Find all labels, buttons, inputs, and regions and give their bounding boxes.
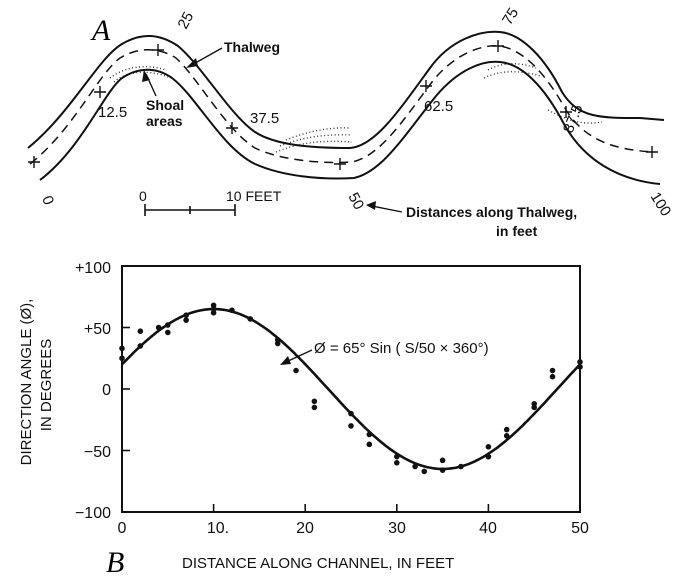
thalweg-label: Thalweg xyxy=(224,39,280,55)
legend-arrowhead xyxy=(366,201,376,210)
data-point xyxy=(119,345,125,352)
data-point xyxy=(366,441,373,448)
data-point xyxy=(421,468,428,475)
tick-62-5 xyxy=(420,80,432,92)
data-points xyxy=(119,302,583,475)
shoal-arrowhead xyxy=(142,70,150,82)
fit-curve xyxy=(121,307,581,471)
data-point xyxy=(577,364,583,370)
scale-bar-line xyxy=(144,204,236,216)
distance-label-12-5: 12.5 xyxy=(98,104,127,121)
x-tick-label: 50 xyxy=(571,520,589,537)
y-tick-label: −50 xyxy=(84,444,111,461)
data-point xyxy=(577,359,583,365)
y-tick-label: 0 xyxy=(102,382,111,399)
channel-bank-upper xyxy=(27,30,665,150)
y-tick-label: +50 xyxy=(84,321,111,338)
equation-label: Ø = 65° Sin ( S/50 × 360°) xyxy=(314,340,489,357)
legend-line2: in feet xyxy=(496,223,538,239)
equation-arrowhead xyxy=(280,356,291,365)
data-point xyxy=(439,457,446,464)
axis-ticks xyxy=(121,265,581,513)
scale-bar-start: 0 xyxy=(139,188,147,204)
panel-a-letter: A xyxy=(90,14,111,47)
x-tick-label: 30 xyxy=(388,520,406,537)
data-point xyxy=(394,453,400,460)
thalweg-arrowhead xyxy=(186,58,198,68)
panel-a: A 0 12.5 25 37.5 50 62.5 75 xyxy=(27,5,675,239)
data-point xyxy=(531,404,537,411)
panel-b-letter: B xyxy=(106,546,124,578)
legend-arrow xyxy=(371,205,403,213)
distance-label-87-5: 87.5 xyxy=(560,102,587,135)
legend-line1: Distances along Thalweg, xyxy=(406,204,577,220)
data-point xyxy=(311,404,318,411)
data-point xyxy=(485,444,492,450)
data-point xyxy=(458,463,464,470)
distance-label-0: 0 xyxy=(38,194,57,208)
data-point xyxy=(210,309,217,316)
data-point xyxy=(229,307,235,314)
data-point xyxy=(348,410,354,417)
data-point xyxy=(394,460,400,466)
tick-50 xyxy=(334,158,346,170)
y-tick-label: −100 xyxy=(75,505,111,522)
data-point xyxy=(549,373,556,380)
data-point xyxy=(311,398,318,405)
data-point xyxy=(137,328,144,334)
data-point xyxy=(247,316,254,322)
x-tick-label: 0 xyxy=(118,520,127,537)
tick-100 xyxy=(646,146,658,158)
data-point xyxy=(503,432,510,439)
data-point xyxy=(503,426,510,433)
tick-37-5 xyxy=(226,122,238,134)
distance-label-37-5: 37.5 xyxy=(250,110,279,127)
x-axis-label: DISTANCE ALONG CHANNEL, IN FEET xyxy=(182,555,454,572)
tick-25 xyxy=(152,44,164,56)
data-point xyxy=(274,340,281,347)
data-point xyxy=(165,329,171,336)
distance-label-50: 50 xyxy=(344,190,367,213)
tick-0 xyxy=(28,156,40,168)
shoal-area-3 xyxy=(483,63,541,79)
tick-75 xyxy=(492,40,504,52)
y-axis-label-line2: IN DEGREES xyxy=(38,339,55,432)
scale-bar: 0 10 FEET xyxy=(139,188,282,216)
tick-87-5 xyxy=(560,106,572,118)
data-point xyxy=(155,324,162,331)
data-point xyxy=(439,467,446,473)
data-point xyxy=(183,312,189,319)
distance-label-62-5: 62.5 xyxy=(424,98,453,115)
equation-arrow xyxy=(285,349,313,363)
distance-label-100: 100 xyxy=(647,189,675,219)
thalweg-ticks xyxy=(28,40,658,170)
data-point xyxy=(412,463,418,470)
x-tick-label: 10. xyxy=(207,520,229,537)
data-point xyxy=(549,367,556,374)
data-point xyxy=(485,453,492,460)
data-point xyxy=(137,343,144,349)
data-point xyxy=(293,367,299,374)
x-tick-label: 20 xyxy=(296,520,314,537)
shoal-label-line1: Shoal xyxy=(146,97,184,113)
tick-12-5 xyxy=(94,86,106,98)
data-point xyxy=(366,431,373,438)
plot-frame xyxy=(121,265,581,513)
distance-label-75: 75 xyxy=(499,5,522,28)
data-point xyxy=(119,355,125,362)
channel-bank-lower xyxy=(39,60,661,185)
y-tick-label: +100 xyxy=(75,260,111,277)
panel-b: +100 +50 0 −50 −100 0 10. 20 30 40 50 DI… xyxy=(18,260,589,578)
data-point xyxy=(183,317,189,323)
scale-bar-end: 10 FEET xyxy=(226,188,282,204)
x-tick-label: 40 xyxy=(479,520,497,537)
data-point xyxy=(348,423,354,429)
distance-label-25: 25 xyxy=(175,9,198,32)
shoal-label-line2: areas xyxy=(146,113,183,129)
y-axis-label-line1: DIRECTION ANGLE (Ø), xyxy=(18,299,35,466)
thalweg-line xyxy=(29,45,656,165)
data-point xyxy=(165,322,171,328)
